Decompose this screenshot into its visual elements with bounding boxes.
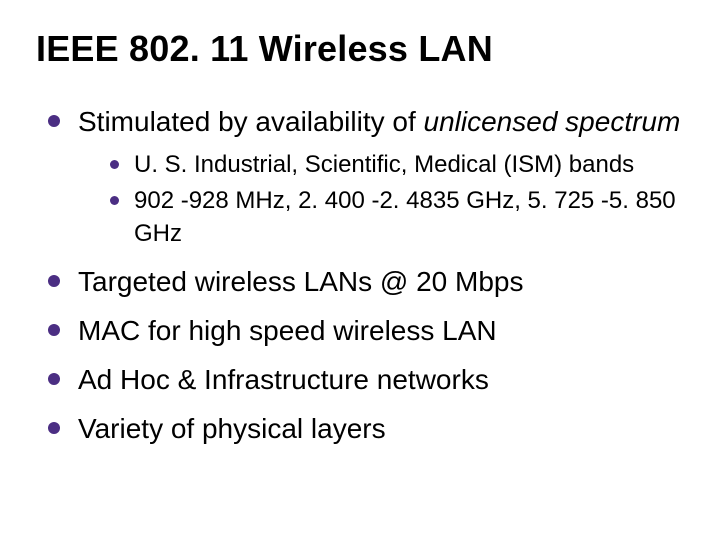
bullet-text: Targeted wireless LANs @ 20 Mbps: [78, 266, 524, 297]
bullet-text: 902 -928 MHz, 2. 400 -2. 4835 GHz, 5. 72…: [134, 187, 676, 246]
list-item: Stimulated by availability of unlicensed…: [44, 104, 686, 250]
bullet-text: Variety of physical layers: [78, 413, 386, 444]
list-item: 902 -928 MHz, 2. 400 -2. 4835 GHz, 5. 72…: [108, 185, 686, 250]
list-item: Ad Hoc & Infrastructure networks: [44, 362, 686, 397]
slide-title: IEEE 802. 11 Wireless LAN: [36, 28, 686, 70]
list-item: U. S. Industrial, Scientific, Medical (I…: [108, 149, 686, 181]
bullet-list-level1: Stimulated by availability of unlicensed…: [34, 104, 686, 446]
slide: IEEE 802. 11 Wireless LAN Stimulated by …: [0, 0, 720, 540]
list-item: MAC for high speed wireless LAN: [44, 313, 686, 348]
list-item: Variety of physical layers: [44, 411, 686, 446]
bullet-text: Ad Hoc & Infrastructure networks: [78, 364, 489, 395]
bullet-list-level2: U. S. Industrial, Scientific, Medical (I…: [78, 149, 686, 250]
bullet-text: MAC for high speed wireless LAN: [78, 315, 497, 346]
bullet-text: U. S. Industrial, Scientific, Medical (I…: [134, 151, 634, 178]
bullet-text-em: unlicensed spectrum: [424, 106, 681, 137]
bullet-text-pre: Stimulated by availability of: [78, 106, 424, 137]
list-item: Targeted wireless LANs @ 20 Mbps: [44, 264, 686, 299]
